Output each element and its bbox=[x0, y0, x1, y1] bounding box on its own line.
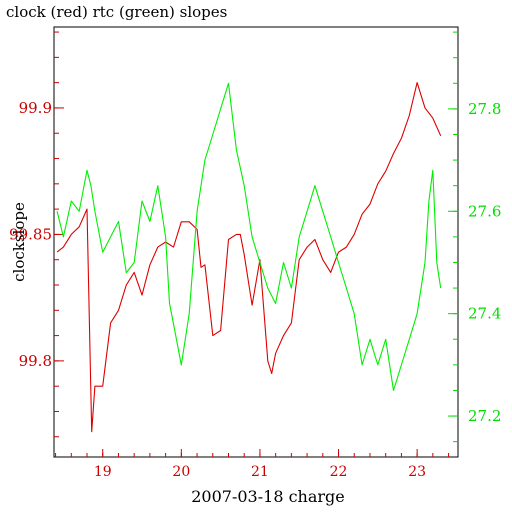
right-tick-label: 27.8 bbox=[468, 100, 501, 118]
left-axis-ticks: 99.8 99.85 99.9 bbox=[9, 31, 64, 438]
y-axis-label: clockslope bbox=[10, 202, 28, 282]
left-tick-label: 99.8 bbox=[19, 352, 52, 370]
x-tick-label: 19 bbox=[94, 464, 112, 480]
x-minor-ticks bbox=[55, 453, 450, 457]
clock-series-line bbox=[56, 82, 442, 433]
x-axis-ticks: 19 20 21 22 23 bbox=[94, 449, 426, 480]
rtc-series-line bbox=[56, 82, 442, 392]
x-tick-label: 21 bbox=[251, 464, 269, 480]
right-tick-label: 27.6 bbox=[468, 202, 501, 220]
left-tick-label: 99.9 bbox=[19, 99, 52, 117]
right-axis-ticks: 27.2 27.4 27.6 27.8 bbox=[448, 31, 501, 443]
x-tick-label: 23 bbox=[408, 464, 426, 480]
x-axis-label: 2007-03-18 charge bbox=[191, 487, 345, 506]
right-tick-label: 27.4 bbox=[468, 305, 501, 323]
chart-title: clock (red) rtc (green) slopes bbox=[6, 3, 227, 21]
series-layer bbox=[56, 82, 442, 433]
plot-frame bbox=[53, 26, 459, 458]
x-tick-label: 20 bbox=[172, 464, 190, 480]
x-tick-label: 22 bbox=[330, 464, 348, 480]
left-tick-label: 99.85 bbox=[9, 225, 52, 243]
right-tick-label: 27.2 bbox=[468, 407, 501, 425]
